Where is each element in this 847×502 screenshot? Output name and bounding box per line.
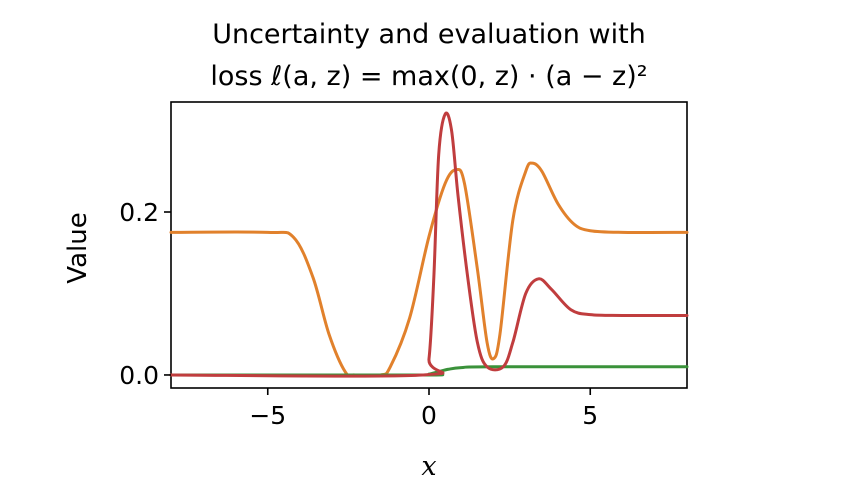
y-tick-label: 0.0 [119,361,159,390]
y-tick-label: 0.2 [119,198,159,227]
chart-title-line-2: loss ℓ(a, z) = max(0, z) · (a − z)² [210,61,647,92]
chart-title-line-1: Uncertainty and evaluation with [212,19,646,50]
series-line-1 [169,161,689,378]
series-line-3 [169,111,689,378]
y-axis-label: Value [63,212,93,283]
x-tick-label: 5 [582,401,598,430]
x-tick-label: 0 [421,401,437,430]
x-tick-label: −5 [249,401,286,430]
ticks-group: −5 0 5 0.0 0.2 [119,198,598,430]
x-axis-label: x [421,451,436,482]
series-group [169,111,689,378]
